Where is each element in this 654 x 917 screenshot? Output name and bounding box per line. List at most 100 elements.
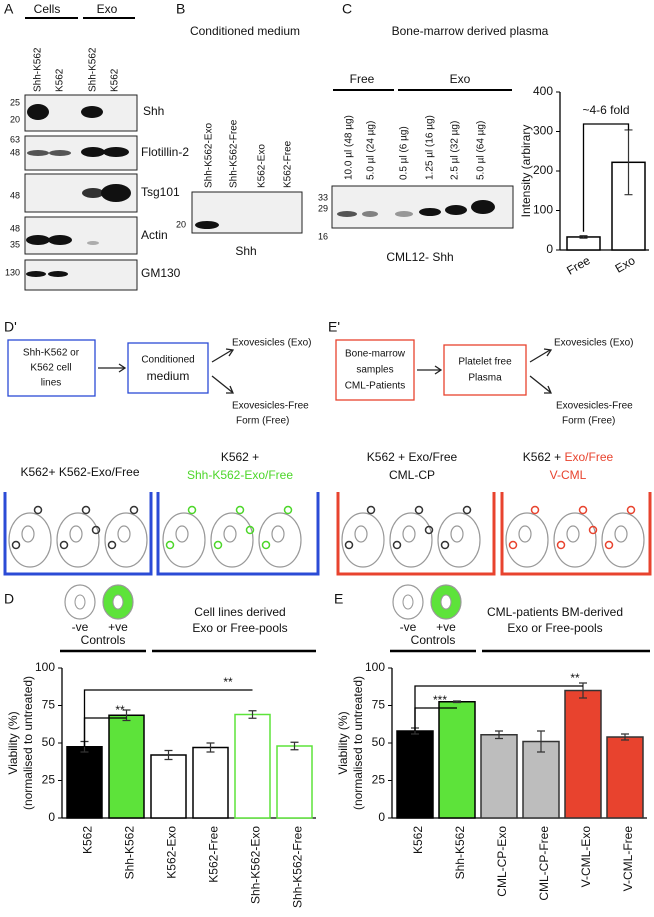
- lane-label: K562: [110, 68, 121, 92]
- output-label: Form (Free): [236, 416, 289, 427]
- marker: 20: [10, 114, 20, 124]
- well-label: K562 +: [221, 450, 259, 464]
- well-label: K562 + Exo/Free: [523, 450, 614, 464]
- marker: 48: [10, 223, 20, 233]
- nucleus: [175, 525, 189, 543]
- legend-nucleus: [74, 594, 86, 610]
- vesicle: [187, 505, 197, 515]
- output-label: Form (Free): [562, 416, 615, 427]
- x-tick-label: V-CML-Exo: [579, 826, 593, 888]
- error-bar: [537, 730, 545, 753]
- nucleus: [271, 525, 285, 543]
- legend-label: -ve: [72, 620, 89, 634]
- bar: [108, 714, 145, 819]
- x-tick-label: K562: [81, 826, 95, 854]
- vesicle: [107, 540, 117, 550]
- vesicle: [165, 540, 175, 550]
- panel-label: D: [4, 591, 14, 607]
- output-label: Exovesicles (Exo): [232, 338, 311, 349]
- error-bar: [248, 710, 257, 719]
- marker: 35: [10, 239, 20, 249]
- y-axis-label: (normalised to untreated): [21, 676, 35, 810]
- bar: [396, 730, 434, 819]
- legend-label: +ve: [436, 620, 456, 634]
- panel-label: D': [4, 319, 17, 335]
- y-tick-label: 75: [372, 698, 386, 712]
- vesicle: [213, 540, 223, 550]
- wells: [3, 492, 652, 576]
- vesicle: [129, 505, 139, 515]
- x-tick-label: Shh-K562: [123, 826, 137, 880]
- box-text: Plasma: [468, 373, 502, 384]
- protein-label: Shh: [143, 104, 164, 118]
- vesicle: [235, 505, 245, 515]
- vesicle: [588, 525, 598, 535]
- output-label: Exovesicles (Exo): [554, 338, 633, 349]
- y-axis-label: Viability (%): [336, 711, 350, 774]
- significance: **: [570, 671, 580, 685]
- y-tick-label: 100: [365, 660, 385, 674]
- box-text: Shh-K562 or: [23, 348, 80, 359]
- y-tick-label: 300: [533, 124, 553, 138]
- box-text: Bone-marrow: [345, 349, 406, 360]
- protein-label: CML12- Shh: [386, 250, 453, 264]
- significance-line: [83, 689, 253, 747]
- significance-line: [414, 685, 583, 731]
- vesicle: [578, 505, 588, 515]
- significance: **: [223, 675, 233, 689]
- x-tick-label: CML-CP-Free: [537, 826, 551, 901]
- panel-title: Bone-marrow derived plasma: [392, 24, 549, 38]
- x-tick-label: K562-Free: [207, 826, 221, 883]
- group-label: Free: [350, 72, 375, 86]
- error-bar: [164, 749, 173, 761]
- marker: 25: [10, 97, 20, 107]
- lane-label: 5.0 µl (64 µg): [476, 121, 487, 180]
- y-tick-label: 0: [378, 810, 385, 824]
- y-tick-label: 0: [546, 242, 553, 256]
- well-label: V-CML: [550, 468, 587, 482]
- vesicle: [81, 505, 91, 515]
- vesicle: [344, 540, 354, 550]
- x-tick-label: V-CML-Free: [621, 826, 635, 892]
- x-tick-label: K562-Exo: [165, 826, 179, 879]
- box-text: lines: [41, 378, 62, 389]
- bar: [438, 701, 476, 819]
- protein-label: Flotillin-2: [141, 145, 189, 159]
- marker: 130: [5, 267, 20, 277]
- bar: [234, 713, 271, 819]
- box-text: samples: [356, 365, 393, 376]
- group-label: CML-patients BM-derived: [487, 605, 623, 619]
- lane-label: Shh-K562: [33, 47, 44, 92]
- nucleus: [117, 525, 131, 543]
- marker: 48: [10, 190, 20, 200]
- nucleus: [69, 525, 83, 543]
- bar: [66, 746, 103, 819]
- vesicle: [424, 525, 434, 535]
- y-tick-label: 0: [48, 810, 55, 824]
- vesicle: [556, 540, 566, 550]
- bar: [564, 689, 602, 819]
- nucleus: [402, 525, 416, 543]
- x-tick-label: Shh-K562: [453, 826, 467, 880]
- bar: [150, 754, 187, 819]
- vesicle: [245, 525, 255, 535]
- x-tick-label: Shh-K562-Exo: [249, 826, 263, 904]
- x-tick-label: Shh-K562-Free: [291, 826, 305, 908]
- bar: [522, 740, 560, 819]
- error-bar: [621, 733, 629, 741]
- well-label-part: Exo/Free: [565, 450, 614, 464]
- annotation: ~4-6 fold: [582, 103, 629, 117]
- marker: 16: [318, 231, 328, 241]
- vesicle: [33, 505, 43, 515]
- group-label: Exo or Free-pools: [507, 621, 602, 635]
- legend-nucleus: [112, 594, 124, 610]
- bar: [566, 236, 601, 251]
- lane-label: Shh-K562-Exo: [204, 123, 215, 188]
- y-tick-label: 25: [372, 773, 386, 787]
- fold-bracket: [582, 123, 630, 232]
- protein-label: Shh: [235, 244, 256, 258]
- group-label: Controls: [411, 633, 456, 647]
- vesicle: [626, 505, 636, 515]
- legend-label: +ve: [108, 620, 128, 634]
